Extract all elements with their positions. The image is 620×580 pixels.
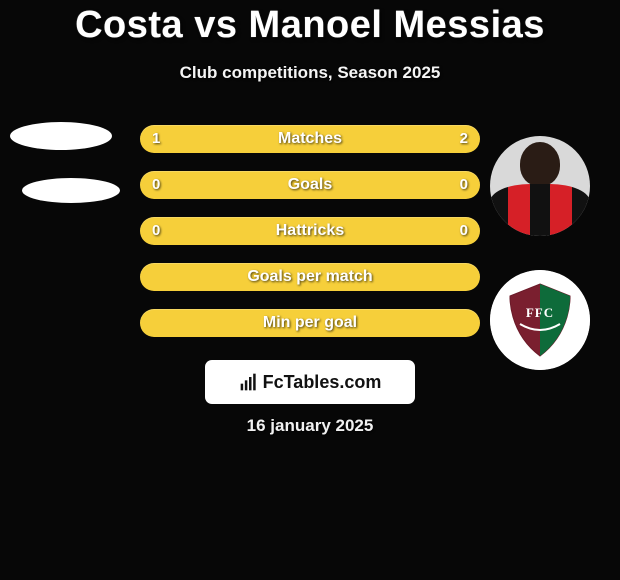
stat-label: Hattricks xyxy=(276,222,344,240)
page-title: Costa vs Manoel Messias xyxy=(0,0,620,47)
stat-row-min-per-goal: Min per goal xyxy=(140,309,480,337)
stat-right-value: 0 xyxy=(460,217,468,245)
subtitle: Club competitions, Season 2025 xyxy=(0,63,620,83)
left-placeholder-ellipse-1 xyxy=(10,122,112,150)
player-avatar-right xyxy=(490,136,590,236)
brand-box: FcTables.com xyxy=(205,360,415,404)
stat-row-goals: 0 Goals 0 xyxy=(140,171,480,199)
svg-text:FFC: FFC xyxy=(526,305,554,320)
stat-label: Min per goal xyxy=(263,314,357,332)
stat-label: Matches xyxy=(278,130,342,148)
stat-row-matches: 1 Matches 2 xyxy=(140,125,480,153)
date-label: 16 january 2025 xyxy=(0,416,620,436)
stat-left-value: 1 xyxy=(152,125,160,153)
stat-right-value: 0 xyxy=(460,171,468,199)
stats-panel: 1 Matches 2 0 Goals 0 0 Hattricks 0 Goal… xyxy=(140,125,480,355)
stat-label: Goals xyxy=(288,176,332,194)
stat-row-hattricks: 0 Hattricks 0 xyxy=(140,217,480,245)
left-placeholder-ellipse-2 xyxy=(22,178,120,203)
brand-name: FcTables.com xyxy=(263,372,382,393)
stat-row-goals-per-match: Goals per match xyxy=(140,263,480,291)
stat-label: Goals per match xyxy=(247,268,372,286)
crest-icon: FFC xyxy=(490,270,590,370)
stat-left-value: 0 xyxy=(152,171,160,199)
stat-left-value: 0 xyxy=(152,217,160,245)
bar-chart-icon xyxy=(239,372,259,392)
club-crest-right: FFC xyxy=(490,270,590,370)
stat-right-value: 2 xyxy=(460,125,468,153)
